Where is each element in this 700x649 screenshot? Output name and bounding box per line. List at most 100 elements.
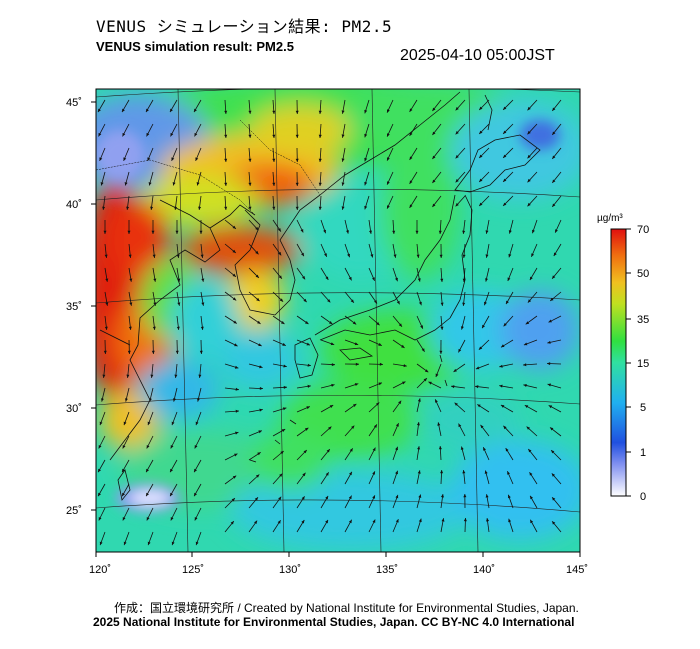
wind-arrow-head	[148, 182, 152, 186]
wind-arrow-head	[479, 154, 483, 158]
wind-arrow-head	[224, 110, 228, 114]
wind-arrow-head	[395, 494, 399, 499]
wind-arrow-head	[123, 421, 127, 426]
wind-arrow-head	[277, 520, 281, 524]
wind-arrow-head	[224, 134, 228, 138]
wind-arrow-head	[194, 517, 198, 521]
wind-arrow-head	[432, 179, 436, 183]
wind-arrow-head	[530, 495, 533, 500]
wind-arrow-head	[373, 424, 377, 428]
colorbar-gradient	[610, 228, 627, 497]
wind-arrow-head	[200, 254, 204, 258]
wind-arrow-head	[523, 363, 527, 367]
wind-arrow-head	[527, 178, 531, 183]
wind-arrow-head	[254, 497, 258, 501]
wind-arrow-head	[379, 362, 383, 366]
wind-arrow-head	[507, 471, 510, 475]
wind-arrow-head	[398, 400, 402, 405]
wind-arrow-head	[128, 254, 132, 258]
wind-arrow-head	[550, 297, 554, 301]
wind-arrow-head	[149, 398, 152, 402]
wind-arrow-head	[508, 230, 512, 234]
wind-arrow-head	[280, 451, 284, 455]
wind-arrow-head	[523, 342, 528, 346]
wind-arrow-head	[123, 541, 127, 546]
wind-arrow-head	[98, 517, 102, 521]
wind-arrow-head	[484, 301, 487, 306]
wind-arrow-head	[508, 254, 512, 258]
wind-arrow-head	[150, 206, 154, 210]
wind-arrow-head	[101, 398, 104, 402]
wind-arrow-head	[171, 157, 175, 161]
wind-arrow-head	[195, 421, 199, 426]
wind-arrow-head	[555, 229, 558, 233]
wind-arrow-head	[364, 109, 368, 114]
wind-arrow-head	[548, 319, 552, 323]
wind-arrow-head	[552, 131, 556, 135]
wind-arrow-head	[98, 108, 101, 113]
wind-arrow-head	[325, 495, 329, 500]
wind-arrow-head	[323, 229, 326, 234]
wind-arrow-head	[503, 154, 507, 158]
lon-tick-140: 140˚	[473, 564, 495, 576]
wind-arrow-head	[307, 363, 311, 367]
wind-arrow-head	[341, 110, 345, 114]
wind-arrow-head	[435, 399, 438, 403]
wind-arrow-head	[147, 421, 151, 426]
wind-arrow-head	[231, 498, 235, 502]
wind-arrow-head	[127, 350, 131, 354]
wind-arrow-head	[330, 342, 335, 346]
wind-arrow-head	[462, 470, 466, 474]
wind-arrow-head	[175, 350, 179, 354]
wind-arrow-head	[281, 429, 286, 432]
wind-arrow-head	[277, 228, 281, 232]
wind-arrow-head	[122, 517, 126, 521]
wind-arrow-head	[348, 276, 352, 281]
wind-arrow-head	[326, 449, 330, 453]
wind-arrow-head	[485, 254, 489, 258]
wind-arrow-head	[463, 518, 467, 522]
lon-tick-135: 135˚	[376, 564, 398, 576]
wind-arrow-head	[453, 368, 457, 372]
wind-arrow-head	[318, 182, 322, 186]
wind-arrow-head	[248, 182, 252, 186]
wind-arrow-head	[230, 521, 234, 525]
wind-arrow-head	[364, 133, 368, 138]
wind-arrow-head	[409, 180, 413, 184]
wind-arrow-head	[295, 134, 299, 138]
wind-arrow-head	[199, 350, 203, 354]
wind-arrow-head	[403, 364, 407, 368]
wind-arrow-head	[507, 277, 511, 281]
wind-arrow-head	[281, 321, 285, 324]
wind-arrow-head	[532, 229, 535, 234]
wind-arrow-head	[195, 541, 199, 546]
wind-arrow-head	[255, 250, 259, 255]
wind-arrow-head	[100, 182, 104, 186]
wind-arrow-head	[552, 275, 556, 279]
wind-arrow-head	[501, 344, 505, 348]
wind-arrow-head	[104, 326, 108, 330]
wind-arrow-head	[499, 364, 503, 368]
wind-arrow-head	[104, 254, 108, 258]
wind-arrow-head	[526, 426, 530, 430]
wind-arrow-head	[98, 468, 101, 473]
wind-arrow-head	[432, 203, 436, 207]
wind-arrow-head	[295, 182, 299, 186]
wind-arrow-head	[528, 449, 532, 453]
wind-arrow-head	[272, 206, 276, 210]
wind-arrow-head	[171, 421, 175, 426]
wind-arrow-head	[170, 108, 173, 113]
wind-arrow-head	[372, 447, 376, 452]
wind-arrow-head	[348, 495, 352, 500]
wind-arrow-head	[417, 470, 421, 474]
wind-arrow-head	[499, 384, 503, 388]
wind-arrow-head	[173, 398, 176, 402]
wind-arrow-head	[500, 405, 505, 408]
colorbar-unit: µg/m³	[597, 213, 623, 224]
wind-arrow-head	[102, 374, 106, 378]
wind-arrow-head	[351, 425, 355, 429]
wind-vectors	[97, 99, 562, 546]
wind-arrow-head	[201, 302, 205, 306]
lon-tick-130: 130˚	[279, 564, 301, 576]
